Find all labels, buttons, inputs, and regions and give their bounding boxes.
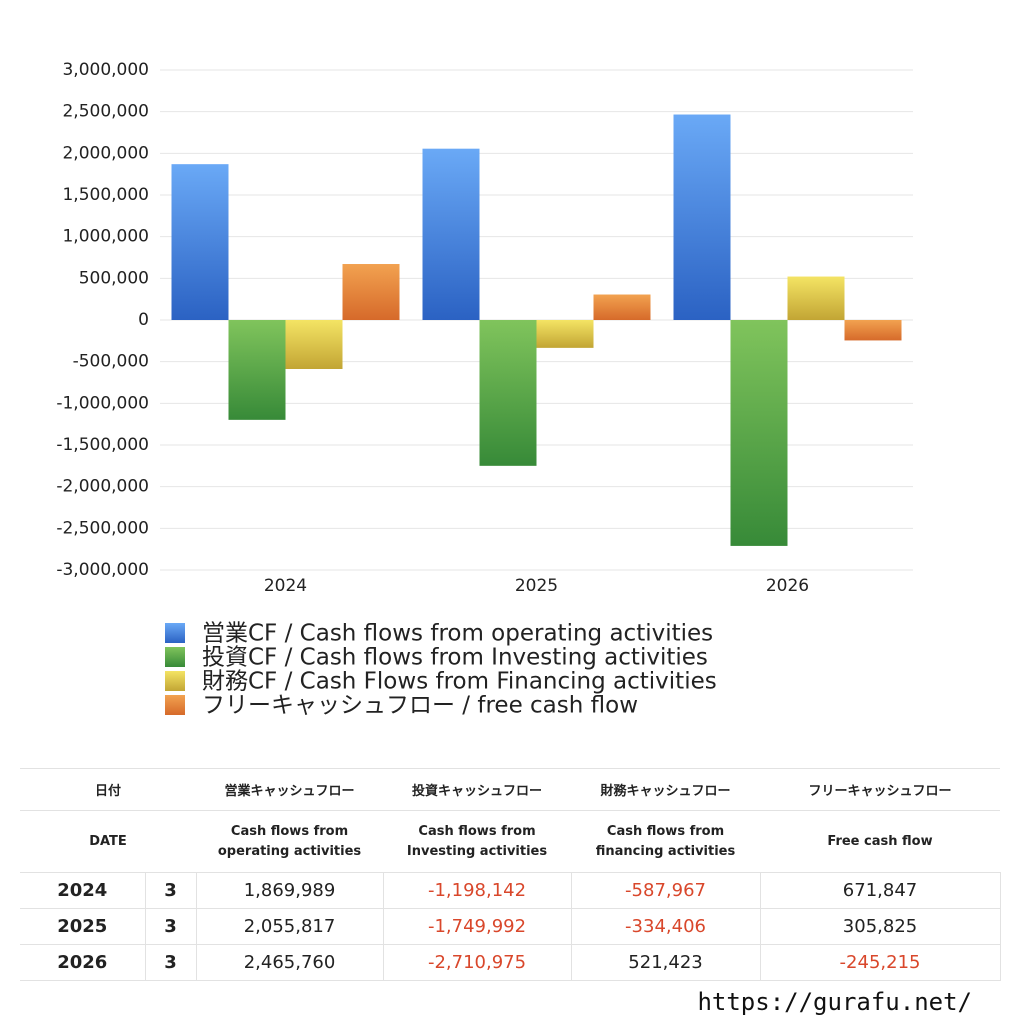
y-tick-label: -500,000	[73, 352, 149, 372]
header-cell: 営業キャッシュフロー	[196, 768, 384, 811]
date-cell: 2025	[20, 908, 146, 945]
site-url: https://gurafu.net/	[697, 988, 972, 1016]
header-cell: DATE	[20, 810, 197, 873]
month-cell: 3	[145, 908, 197, 945]
value-cell: 2,055,817	[195, 908, 384, 945]
y-tick-label: -2,000,000	[56, 477, 149, 497]
month-cell: 3	[145, 944, 197, 981]
value-cell: -587,967	[570, 872, 761, 909]
value-cell: 521,423	[570, 944, 761, 981]
legend-label: 営業CF / Cash flows from operating activit…	[202, 621, 713, 647]
y-tick-label: -2,500,000	[56, 518, 149, 538]
header-cell: 財務キャッシュフロー	[571, 768, 761, 811]
legend-label: 財務CF / Cash Flows from Financing activit…	[202, 669, 717, 695]
bar	[342, 264, 400, 320]
bar	[228, 320, 286, 420]
bar	[171, 164, 229, 320]
chart: -3,000,000 -2,500,000 -2,000,000 -1,500,000…	[56, 60, 913, 719]
y-tick-label: -1,000,000	[56, 393, 149, 413]
value-cell: 1,869,989	[195, 872, 384, 909]
value-cell: 2,465,760	[195, 944, 384, 981]
header-cell: 日付	[20, 768, 197, 811]
legend-marker	[165, 695, 185, 715]
y-tick-label: 1,000,000	[62, 227, 149, 247]
value-cell: 305,825	[759, 908, 1001, 945]
legend-marker	[165, 671, 185, 691]
value-cell: 671,847	[759, 872, 1001, 909]
month-cell: 3	[145, 872, 197, 909]
bar	[479, 320, 537, 466]
y-tick-label: 2,000,000	[62, 143, 149, 163]
date-cell: 2026	[20, 944, 146, 981]
bar	[536, 320, 594, 348]
y-tick-label: 1,500,000	[62, 185, 149, 205]
y-tick-label: -1,500,000	[56, 435, 149, 455]
bar	[673, 114, 731, 321]
value-cell: -334,406	[570, 908, 761, 945]
x-tick-label: 2026	[766, 576, 809, 596]
legend-label: 投資CF / Cash flows from Investing activit…	[202, 645, 708, 671]
bar	[787, 276, 845, 320]
y-tick-label: -3,000,000	[56, 560, 149, 580]
bar	[730, 320, 788, 546]
y-tick-label: 3,000,000	[62, 60, 149, 80]
x-tick-label: 2024	[264, 576, 307, 596]
header-cell: フリーキャッシュフロー	[760, 768, 1001, 811]
header-cell: 投資キャッシュフロー	[383, 768, 572, 811]
bar	[844, 320, 902, 341]
legend-marker	[165, 623, 185, 643]
bar	[593, 294, 651, 320]
x-tick-label: 2025	[515, 576, 558, 596]
legend-label: フリーキャッシュフロー / free cash flow	[202, 693, 638, 719]
y-tick-label: 500,000	[79, 268, 149, 288]
value-cell: -1,749,992	[382, 908, 572, 945]
y-tick-label: 2,500,000	[62, 102, 149, 122]
cash-flow-table: 日付 営業キャッシュフロー 投資キャッシュフロー 財務キャッシュフロー フリーキャッシュ…	[20, 768, 1001, 981]
value-cell: -1,198,142	[382, 872, 572, 909]
bar	[285, 320, 343, 369]
y-tick-label: 0	[138, 310, 149, 330]
date-cell: 2024	[20, 872, 146, 909]
legend-marker	[165, 647, 185, 667]
header-cell: Cash flows from financing activities	[571, 810, 761, 873]
header-cell: Free cash flow	[760, 810, 1001, 873]
header-cell: Cash flows from operating activities	[196, 810, 384, 873]
value-cell: -2,710,975	[382, 944, 572, 981]
bar	[422, 148, 480, 320]
value-cell: -245,215	[759, 944, 1001, 981]
header-cell: Cash flows from Investing activities	[383, 810, 572, 873]
